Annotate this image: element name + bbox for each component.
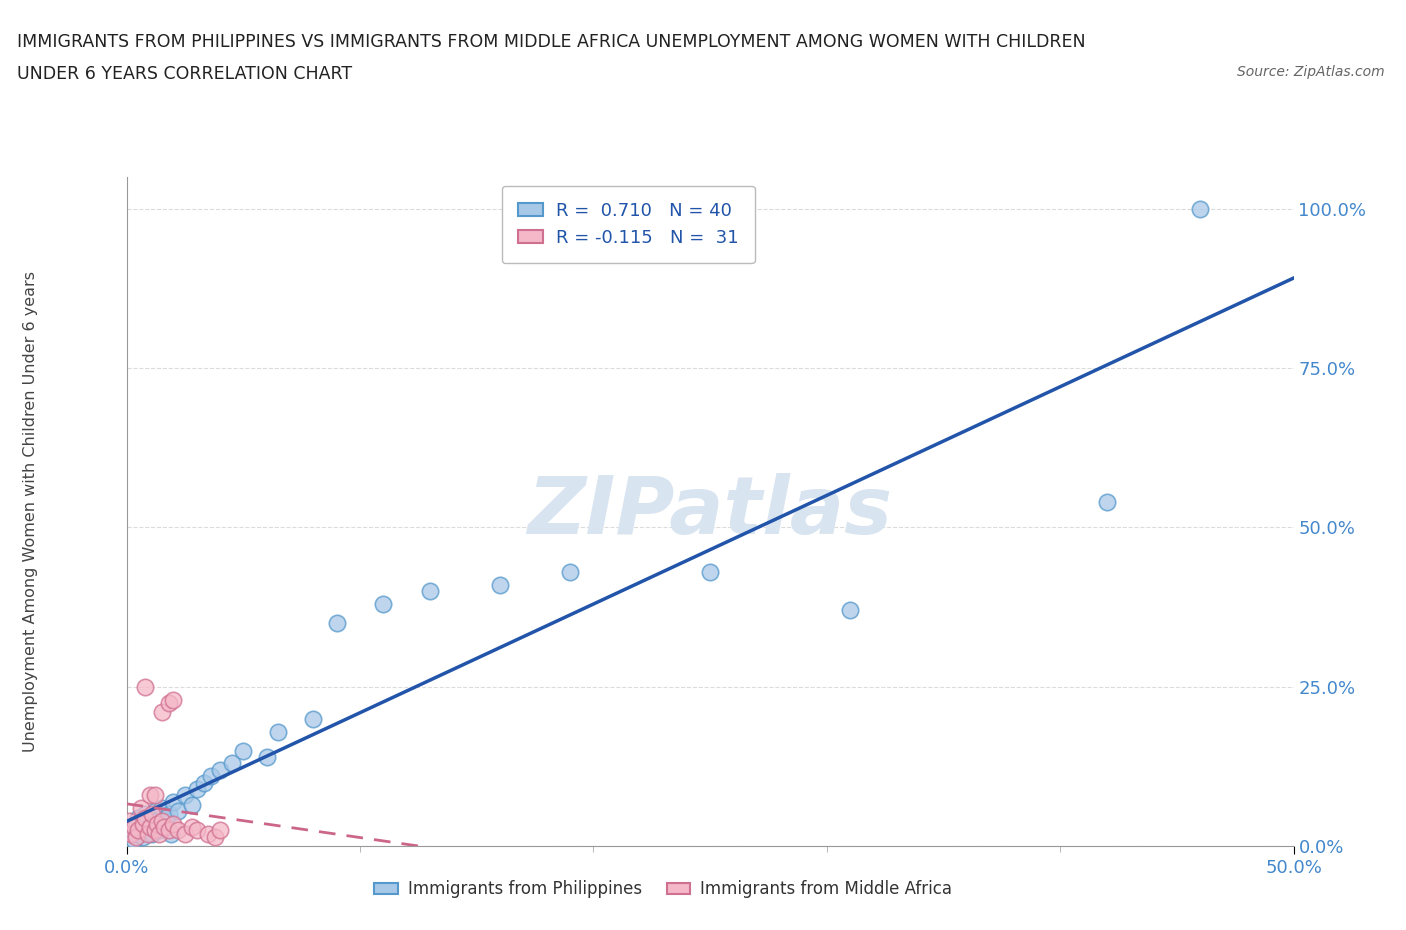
Point [150, 814, 173, 829]
Point [558, 565, 581, 579]
Legend: Immigrants from Philippines, Immigrants from Middle Africa: Immigrants from Philippines, Immigrants … [368, 873, 959, 905]
Point [160, 826, 183, 841]
Point [302, 711, 325, 726]
Point [174, 826, 197, 841]
Text: Source: ZipAtlas.com: Source: ZipAtlas.com [1237, 65, 1385, 79]
Point [157, 807, 180, 822]
Point [162, 817, 184, 831]
Point [699, 565, 721, 579]
Point [325, 616, 347, 631]
Point [839, 603, 862, 618]
Point [146, 814, 169, 829]
Text: Unemployment Among Women with Children Under 6 years: Unemployment Among Women with Children U… [24, 271, 38, 752]
Point [125, 830, 148, 844]
Point [143, 788, 166, 803]
Point [136, 826, 159, 841]
Point [197, 826, 219, 841]
Text: ZIPatlas: ZIPatlas [527, 472, 893, 551]
Point [139, 788, 162, 803]
Text: IMMIGRANTS FROM PHILIPPINES VS IMMIGRANTS FROM MIDDLE AFRICA UNEMPLOYMENT AMONG : IMMIGRANTS FROM PHILIPPINES VS IMMIGRANT… [17, 33, 1085, 50]
Point [146, 817, 169, 831]
Point [141, 807, 163, 822]
Point [143, 804, 166, 818]
Point [139, 819, 162, 834]
Point [125, 826, 148, 841]
Point [155, 810, 177, 825]
Point [180, 819, 202, 834]
Point [129, 823, 152, 838]
Point [419, 584, 441, 599]
Point [167, 804, 190, 818]
Point [134, 810, 156, 825]
Point [1095, 495, 1118, 510]
Point [143, 823, 166, 838]
Point [208, 763, 231, 777]
Point [221, 756, 243, 771]
Text: UNDER 6 YEARS CORRELATION CHART: UNDER 6 YEARS CORRELATION CHART [17, 65, 352, 83]
Point [132, 817, 155, 831]
Point [186, 823, 208, 838]
Point [167, 823, 190, 838]
Point [162, 692, 184, 707]
Point [127, 810, 149, 825]
Point [157, 696, 180, 711]
Point [127, 823, 149, 838]
Point [139, 817, 162, 831]
Point [153, 819, 176, 834]
Point [134, 680, 156, 695]
Point [148, 823, 170, 838]
Point [200, 769, 222, 784]
Point [122, 832, 145, 847]
Point [120, 819, 142, 834]
Point [373, 596, 395, 611]
Point [132, 830, 155, 844]
Point [134, 807, 156, 822]
Point [150, 801, 173, 816]
Point [122, 819, 145, 834]
Point [118, 814, 141, 829]
Point [193, 775, 215, 790]
Point [141, 826, 163, 841]
Point [153, 819, 176, 834]
Point [120, 826, 142, 841]
Point [256, 750, 278, 764]
Point [180, 797, 202, 812]
Point [150, 705, 173, 720]
Point [186, 781, 208, 796]
Point [267, 724, 290, 739]
Point [157, 823, 180, 838]
Point [129, 801, 152, 816]
Point [208, 823, 231, 838]
Point [489, 578, 512, 592]
Point [232, 743, 254, 758]
Point [148, 826, 170, 841]
Point [162, 794, 184, 809]
Point [1189, 201, 1212, 216]
Point [136, 819, 159, 834]
Point [174, 788, 197, 803]
Point [204, 830, 226, 844]
